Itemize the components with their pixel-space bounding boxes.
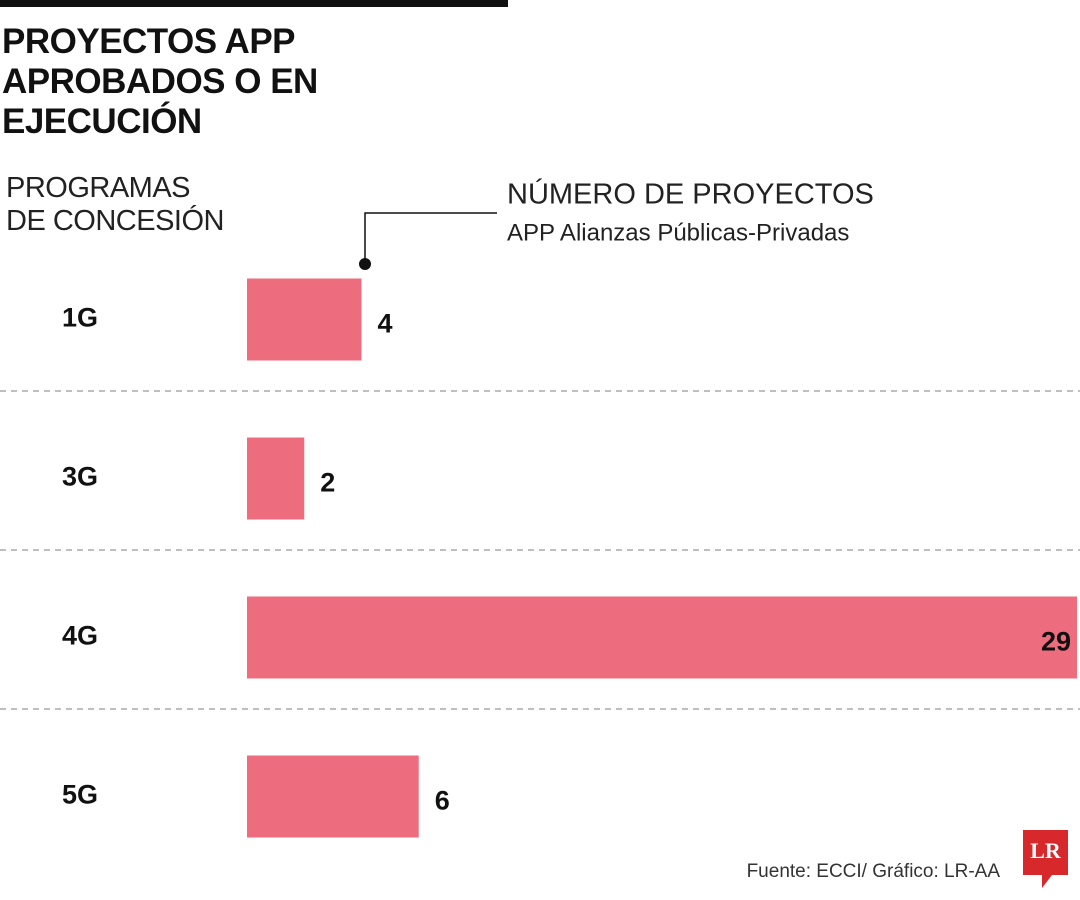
chart-title: PROYECTOS APP APROBADOS O EN EJECUCIÓN bbox=[2, 22, 318, 141]
logo-mark bbox=[1023, 830, 1068, 888]
bar bbox=[247, 278, 362, 361]
source: Fuente: ECCI/ Gráfico: LR-AA bbox=[747, 861, 1001, 882]
value-label: 6 bbox=[435, 786, 450, 816]
annotation-leader bbox=[364, 212, 497, 264]
category-axis-label: PROGRAMAS DE CONCESIÓN bbox=[6, 172, 224, 237]
category-label: 3G bbox=[62, 462, 98, 492]
bar bbox=[247, 755, 419, 838]
annotation-dot bbox=[359, 258, 371, 270]
bar bbox=[247, 437, 305, 520]
annotation-subtitle: APP Alianzas Públicas-Privadas bbox=[507, 219, 849, 246]
logo: LR bbox=[1030, 838, 1062, 863]
top-rule bbox=[0, 0, 508, 7]
value-label: 29 bbox=[1041, 627, 1071, 657]
category-label: 1G bbox=[62, 303, 98, 333]
value-label: 2 bbox=[320, 468, 335, 498]
bar bbox=[247, 596, 1077, 679]
category-label: 5G bbox=[62, 780, 98, 810]
value-label: 4 bbox=[377, 309, 392, 339]
category-label: 4G bbox=[62, 621, 98, 651]
annotation-title: NÚMERO DE PROYECTOS bbox=[507, 178, 874, 211]
